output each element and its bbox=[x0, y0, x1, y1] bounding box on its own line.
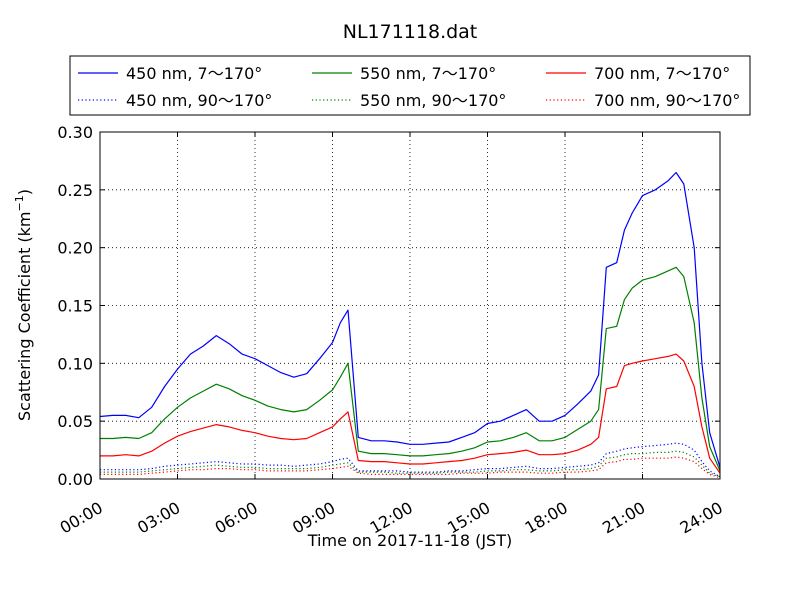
y-tick-label: 0.20 bbox=[57, 239, 93, 258]
series-line-3 bbox=[100, 353, 721, 474]
x-tick-label: 00:00 bbox=[57, 498, 106, 538]
legend-label-1: 450 nm, 7～170° bbox=[126, 64, 262, 83]
legend-label-4: 450 nm, 90～170° bbox=[126, 91, 272, 110]
y-tick-label: 0.05 bbox=[57, 412, 93, 431]
series-line-2 bbox=[100, 266, 721, 472]
y-axis-label-main: Scattering Coefficient (km bbox=[15, 211, 34, 421]
series-lines bbox=[99, 171, 721, 479]
legend-label-5: 550 nm, 90～170° bbox=[360, 91, 506, 110]
series-line-5 bbox=[100, 450, 721, 478]
legend-label-6: 700 nm, 90～170° bbox=[594, 91, 740, 110]
series-line-1 bbox=[99, 171, 721, 468]
y-tick-label: 0.15 bbox=[57, 297, 93, 316]
x-tick-label: 24:00 bbox=[677, 498, 726, 538]
x-axis-label: Time on 2017-11-18 (JST) bbox=[307, 531, 512, 550]
y-axis-label-close: ) bbox=[15, 189, 34, 195]
y-axis-label-exponent: −1 bbox=[13, 195, 26, 211]
legend-label-3: 700 nm, 7～170° bbox=[594, 64, 730, 83]
grid bbox=[100, 132, 720, 479]
x-tick-label: 06:00 bbox=[212, 498, 261, 538]
y-tick-label: 0.00 bbox=[57, 470, 93, 489]
x-tick-label: 21:00 bbox=[599, 498, 648, 538]
series-line-4 bbox=[100, 442, 721, 478]
y-tick-label: 0.25 bbox=[57, 181, 93, 200]
x-tick-label: 03:00 bbox=[134, 498, 183, 538]
chart-title: NL171118.dat bbox=[343, 21, 478, 43]
x-tick-label: 18:00 bbox=[522, 498, 571, 538]
legend-box bbox=[69, 55, 751, 116]
y-tick-labels: 0.00 0.05 0.10 0.15 0.20 0.25 0.30 bbox=[57, 123, 93, 489]
legend: 450 nm, 7～170° 550 nm, 7～170° 700 nm, 7～17… bbox=[69, 55, 751, 116]
y-axis-label: Scattering Coefficient (km−1) bbox=[13, 189, 34, 421]
legend-label-2: 550 nm, 7～170° bbox=[360, 64, 496, 83]
y-tick-label: 0.30 bbox=[57, 123, 93, 142]
plot-frame bbox=[99, 131, 721, 480]
y-tick-label: 0.10 bbox=[57, 354, 93, 373]
